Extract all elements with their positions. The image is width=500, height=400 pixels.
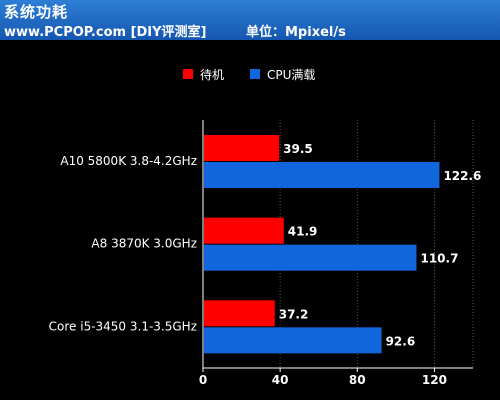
legend-swatch [250,69,260,79]
data-label: 92.6 [386,334,416,348]
x-tick-label: 80 [349,373,366,387]
category-label: A10 5800K 3.8-4.2GHz [60,154,197,168]
data-label: 39.5 [283,142,313,156]
category-label: A8 3870K 3.0GHz [91,237,197,251]
legend-swatch [183,69,193,79]
bar [204,327,382,354]
chart-subtitle: www.PCPOP.com [DIY评测室] [4,25,207,40]
data-label: 122.6 [443,169,481,183]
data-label: 41.9 [288,225,318,239]
legend-label: CPU满载 [267,68,315,82]
chart-unit: 单位：Mpixel/s [246,25,346,40]
x-tick-label: 120 [422,373,447,387]
x-tick-label: 0 [199,373,207,387]
bar [204,244,417,271]
data-label: 37.2 [279,307,309,321]
legend-label: 待机 [200,68,224,82]
data-label: 110.7 [420,252,458,266]
bar [204,162,440,188]
chart-title: 系统功耗 [4,3,69,21]
x-tick-label: 40 [272,373,289,387]
bar [204,217,284,244]
bar [204,300,275,327]
category-label: Core i5-3450 3.1-3.5GHz [49,319,197,333]
bar [204,135,280,161]
chart-header: 系统功耗 www.PCPOP.com [DIY评测室] 单位：Mpixel/s [0,0,500,40]
